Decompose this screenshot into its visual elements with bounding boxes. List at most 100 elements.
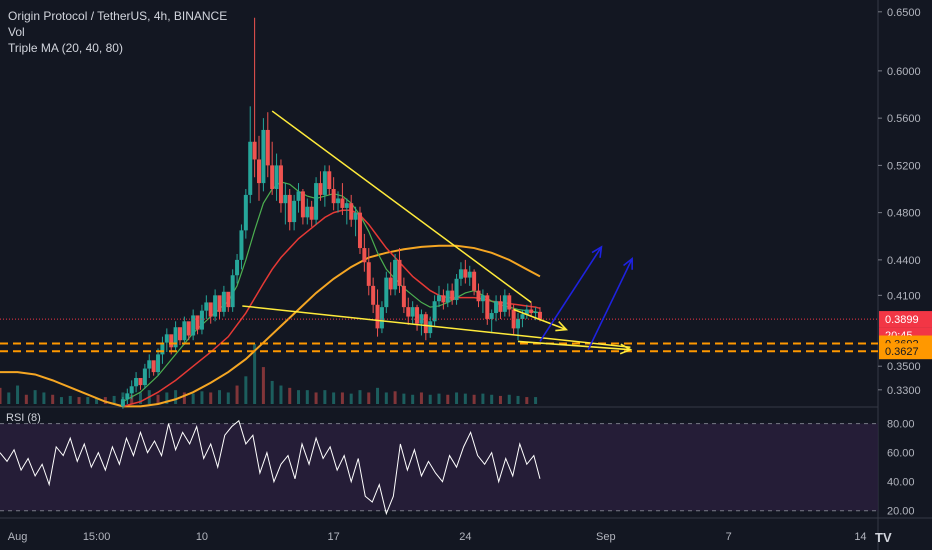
axes: 0.6500 0.6000 0.5600 0.5200 0.4800 0.4400 0.41… xyxy=(8,7,932,543)
candle-body xyxy=(432,301,437,322)
rsi-indicator-label[interactable]: RSI (8) xyxy=(6,412,41,424)
volume-bar xyxy=(402,393,406,404)
candle-body xyxy=(191,315,196,336)
symbol-title[interactable]: Origin Protocol / TetherUS, 4h, BINANCE xyxy=(8,9,228,23)
candle-body xyxy=(494,301,499,314)
volume-bar xyxy=(525,397,529,404)
candle-body xyxy=(213,295,218,317)
candle-body xyxy=(516,318,521,329)
candle-body xyxy=(138,378,143,386)
candle-body xyxy=(340,198,345,208)
candle-body xyxy=(344,203,349,208)
volume-bar xyxy=(165,392,169,404)
candle-body xyxy=(305,206,310,218)
volume-bar xyxy=(384,392,388,404)
candle-body xyxy=(322,171,327,195)
candle-body xyxy=(292,200,297,223)
candle-body xyxy=(156,354,161,373)
volume-bar xyxy=(358,390,362,404)
time-tick-label: 14 xyxy=(854,531,866,543)
current-price-tag: 0.3899 xyxy=(885,314,919,326)
rsi-band xyxy=(0,423,878,512)
triple-ma-indicator-label[interactable]: Triple MA (20, 40, 80) xyxy=(8,41,123,55)
candle-body xyxy=(217,295,222,312)
tradingview-logo[interactable]: TV xyxy=(875,530,892,545)
candle-body xyxy=(142,368,147,386)
candle-body xyxy=(270,165,275,190)
time-tick-label: 7 xyxy=(726,531,732,543)
candle-body xyxy=(480,295,485,302)
trendline-upper xyxy=(271,110,532,304)
rsi-tick-label: 20.00 xyxy=(887,506,915,518)
time-tick-label: 10 xyxy=(196,531,208,543)
rsi-tick-label: 40.00 xyxy=(887,477,915,489)
candle-body xyxy=(186,321,191,336)
drawings xyxy=(0,110,878,355)
support-tag-2-bg xyxy=(879,343,932,360)
candle-body xyxy=(274,165,279,190)
volume-bar xyxy=(200,391,204,404)
candle-body xyxy=(177,327,182,341)
volume-bar xyxy=(33,390,37,404)
candle-body xyxy=(502,295,507,312)
candle-body xyxy=(450,290,455,301)
candle-body xyxy=(406,307,411,317)
candle-body xyxy=(199,310,204,330)
volume-bar xyxy=(7,392,11,404)
volume-bar xyxy=(261,367,265,404)
time-tick-label: Sep xyxy=(596,531,616,543)
candle-body xyxy=(520,314,525,319)
volume-bar xyxy=(174,390,178,404)
yellow-arrow-head xyxy=(619,343,633,355)
volume-bar xyxy=(297,390,301,404)
candle-body xyxy=(239,230,244,260)
candle-body xyxy=(375,304,380,329)
volume-bar xyxy=(279,385,283,404)
candle-body xyxy=(120,399,125,407)
volume-indicator-label[interactable]: Vol xyxy=(8,25,25,39)
candle-body xyxy=(384,277,389,308)
volume-bar xyxy=(103,397,107,404)
candle-body xyxy=(489,313,494,319)
price-tick-label: 0.4800 xyxy=(887,208,921,220)
volume-bar xyxy=(507,394,511,404)
volume-bar xyxy=(130,394,134,404)
candle-body xyxy=(287,194,292,223)
price-tick-label: 0.5600 xyxy=(887,113,921,125)
candle-body xyxy=(472,271,477,291)
volume-bar xyxy=(288,387,292,404)
volume-bars xyxy=(0,344,538,404)
rsi-tick-label: 60.00 xyxy=(887,448,915,460)
candle-body xyxy=(151,360,156,373)
candle-body xyxy=(393,259,398,290)
candle-body xyxy=(371,285,376,305)
volume-bar xyxy=(77,397,81,404)
candle-body xyxy=(366,262,371,286)
support-tag-2: 0.3627 xyxy=(885,346,919,358)
candle-body xyxy=(134,378,139,387)
candle-body xyxy=(529,309,534,314)
candle-body xyxy=(379,307,384,329)
volume-bar xyxy=(51,394,55,404)
candle-body xyxy=(195,315,200,330)
candle-body xyxy=(362,248,367,263)
candle-body xyxy=(467,271,472,278)
volume-bar xyxy=(270,380,274,404)
candle-body xyxy=(423,314,428,334)
candle-body xyxy=(265,129,270,166)
candle-body xyxy=(336,198,341,204)
candle-body xyxy=(419,314,424,324)
volume-bar xyxy=(138,392,142,404)
candle-body xyxy=(235,259,240,276)
candle-body xyxy=(437,295,441,302)
volume-bar xyxy=(437,393,441,404)
candle-body xyxy=(257,159,262,184)
candle-body xyxy=(353,212,358,220)
candle-body xyxy=(248,141,253,195)
volume-bar xyxy=(16,385,20,404)
volume-bar xyxy=(244,376,248,404)
price-tick-label: 0.6000 xyxy=(887,66,921,78)
time-tick-label: 24 xyxy=(459,531,471,543)
candle-body xyxy=(164,334,169,343)
